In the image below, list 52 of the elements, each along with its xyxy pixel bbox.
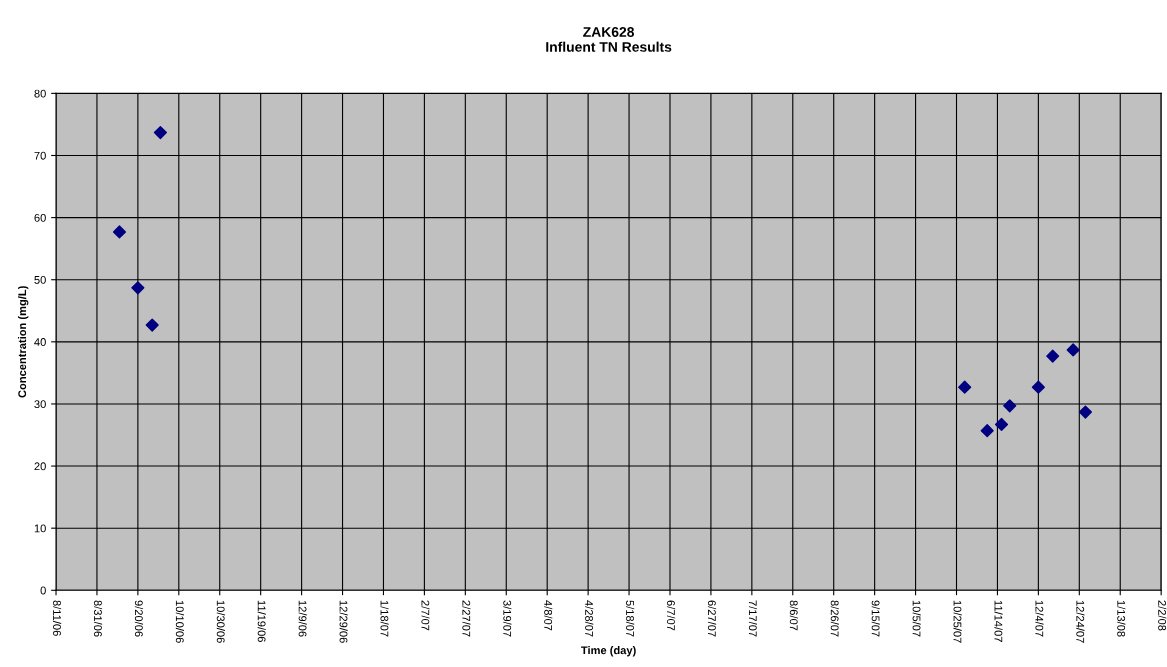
x-tick-label: 1/18/07 bbox=[380, 600, 389, 637]
x-tick-label: 12/9/06 bbox=[298, 600, 307, 637]
x-tick-label: 11/14/07 bbox=[994, 600, 1003, 642]
x-tick-label: 4/8/07 bbox=[544, 600, 553, 631]
y-tick-label: 60 bbox=[34, 213, 46, 222]
x-tick-label: 3/19/07 bbox=[503, 600, 512, 637]
x-tick-label: 12/4/07 bbox=[1035, 600, 1044, 637]
x-tick-label: 12/24/07 bbox=[1076, 600, 1085, 643]
point bbox=[958, 380, 972, 394]
y-axis-title: Concentration (mg/L) bbox=[17, 286, 29, 398]
point bbox=[112, 225, 127, 239]
chart-title: ZAK628 Influent TN Results bbox=[546, 27, 672, 52]
x-tick-label: 4/28/07 bbox=[585, 600, 594, 637]
x-tick-label: 1/13/08 bbox=[1117, 600, 1126, 637]
point bbox=[1031, 380, 1045, 394]
x-tick-label: 11/19/06 bbox=[257, 600, 266, 642]
y-tick-label: 70 bbox=[34, 151, 46, 160]
x-tick-label: 2/7/07 bbox=[421, 600, 430, 631]
point bbox=[980, 424, 994, 438]
x-tick-label: 10/30/06 bbox=[216, 600, 225, 643]
x-tick-label: 8/11/06 bbox=[53, 600, 62, 636]
point bbox=[145, 318, 159, 332]
y-tick-label: 20 bbox=[34, 462, 46, 471]
y-tick-label: 10 bbox=[34, 524, 46, 533]
point bbox=[131, 281, 145, 295]
y-tick-label: 80 bbox=[34, 89, 46, 98]
x-tick-label: 12/29/06 bbox=[339, 600, 348, 643]
y-tick-label: 40 bbox=[34, 338, 46, 346]
point bbox=[994, 417, 1009, 432]
x-tick-label: 2/27/07 bbox=[462, 600, 471, 637]
x-tick-label: 10/25/07 bbox=[953, 600, 962, 643]
x-tick-label: 9/15/07 bbox=[871, 600, 880, 637]
point bbox=[1046, 349, 1060, 363]
x-tick-label: 9/20/06 bbox=[134, 600, 144, 637]
x-tick-label: 8/26/07 bbox=[830, 600, 839, 637]
x-tick-label: 8/6/07 bbox=[789, 600, 798, 631]
x-tick-label: 6/27/07 bbox=[707, 600, 717, 637]
x-tick-label: 5/18/07 bbox=[626, 600, 635, 637]
x-tick-label: 7/17/07 bbox=[748, 600, 758, 637]
x-tick-label: 10/5/07 bbox=[912, 600, 921, 637]
y-tick-label: 0 bbox=[40, 586, 46, 595]
x-tick-label: 8/31/06 bbox=[93, 600, 103, 637]
point bbox=[1003, 399, 1017, 413]
x-tick-label: 2/2/08 bbox=[1158, 600, 1167, 631]
x-axis-title: Time (day) bbox=[581, 646, 636, 657]
x-tick-label: 6/7/07 bbox=[667, 600, 676, 631]
point bbox=[1066, 343, 1080, 357]
x-tick-label: 10/10/06 bbox=[175, 600, 184, 643]
point bbox=[1078, 405, 1093, 419]
point bbox=[153, 125, 167, 140]
y-tick-label: 30 bbox=[34, 400, 46, 409]
y-tick-label: 50 bbox=[34, 275, 46, 284]
